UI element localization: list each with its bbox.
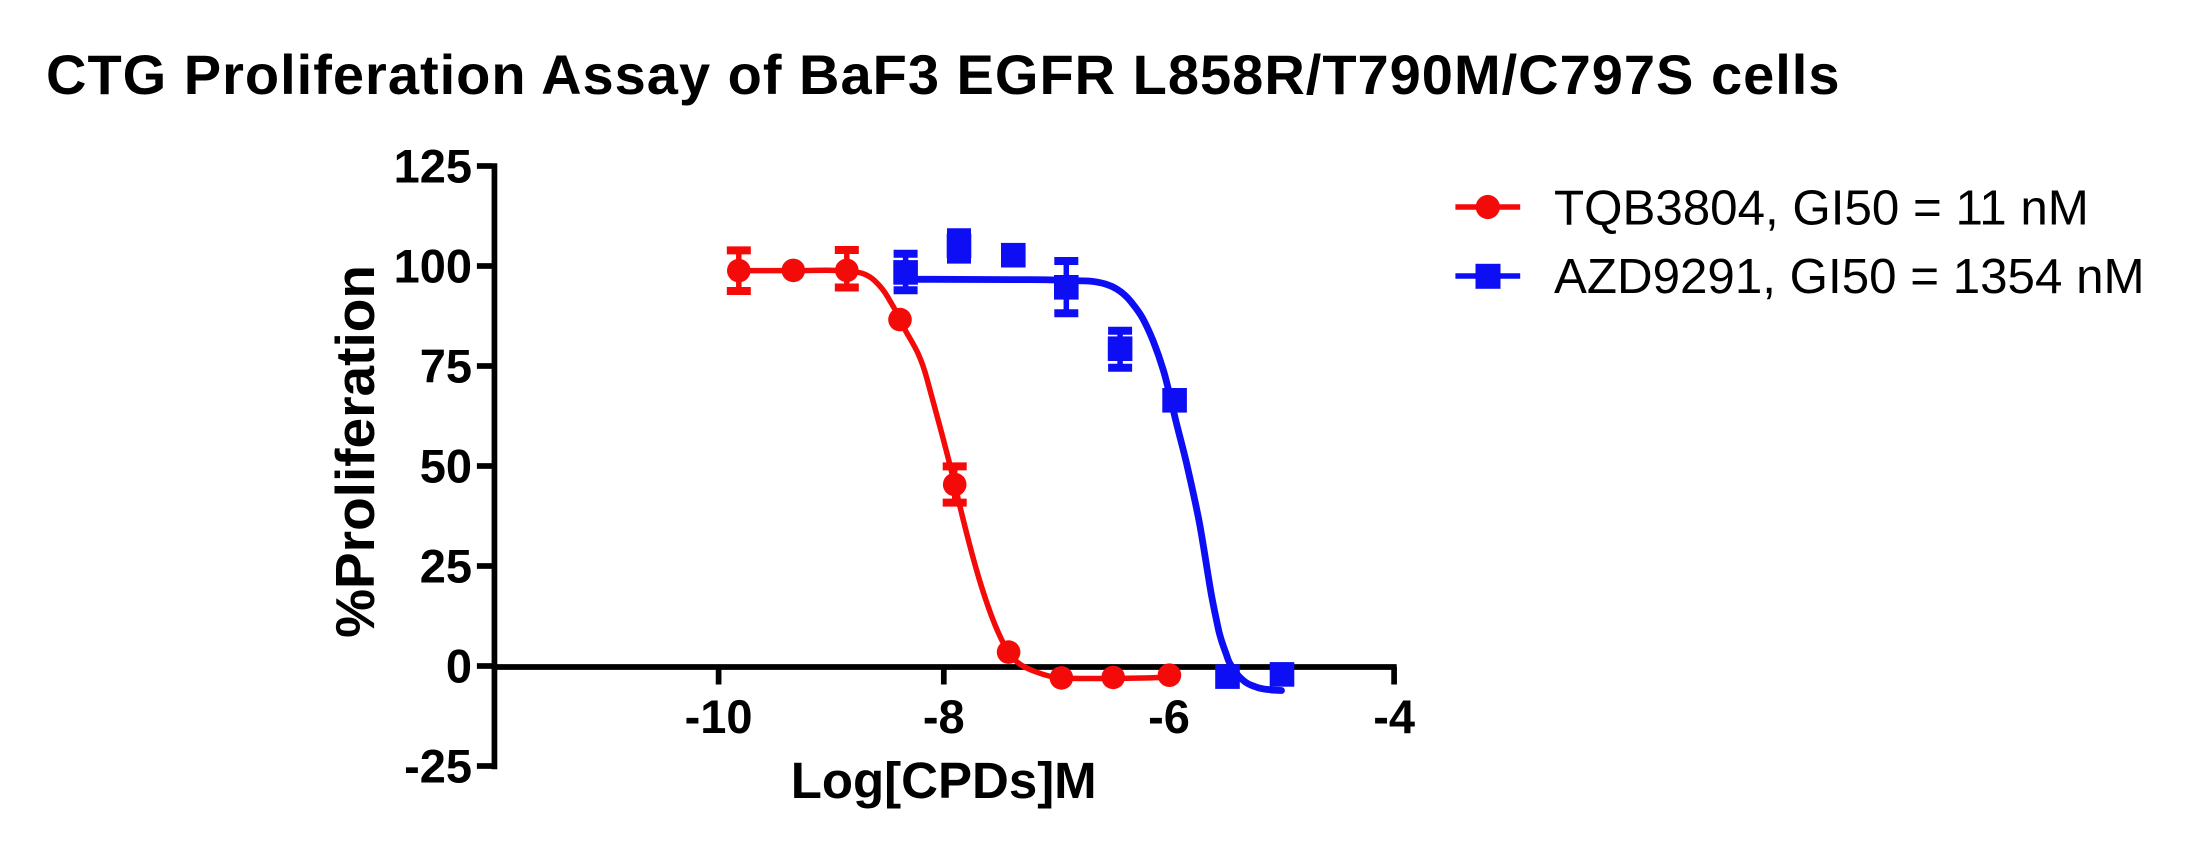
- svg-text:%Proliferation: %Proliferation: [324, 265, 386, 638]
- svg-text:75: 75: [420, 340, 472, 393]
- svg-text:AZD9291, GI50 = 1354 nM: AZD9291, GI50 = 1354 nM: [1554, 249, 2145, 304]
- svg-text:Log[CPDs]M: Log[CPDs]M: [791, 752, 1097, 809]
- svg-text:0: 0: [446, 640, 472, 693]
- svg-text:-25: -25: [404, 740, 472, 793]
- svg-text:CTG Proliferation Assay of BaF: CTG Proliferation Assay of BaF3 EGFR L85…: [46, 43, 1841, 106]
- svg-text:-4: -4: [1373, 690, 1415, 743]
- svg-text:-6: -6: [1148, 690, 1190, 743]
- svg-text:-10: -10: [685, 690, 753, 743]
- svg-text:25: 25: [420, 540, 472, 593]
- svg-text:100: 100: [394, 240, 472, 293]
- svg-text:TQB3804, GI50 = 11 nM: TQB3804, GI50 = 11 nM: [1554, 181, 2089, 236]
- svg-text:50: 50: [420, 440, 472, 493]
- svg-text:125: 125: [394, 140, 472, 193]
- svg-text:-8: -8: [923, 690, 965, 743]
